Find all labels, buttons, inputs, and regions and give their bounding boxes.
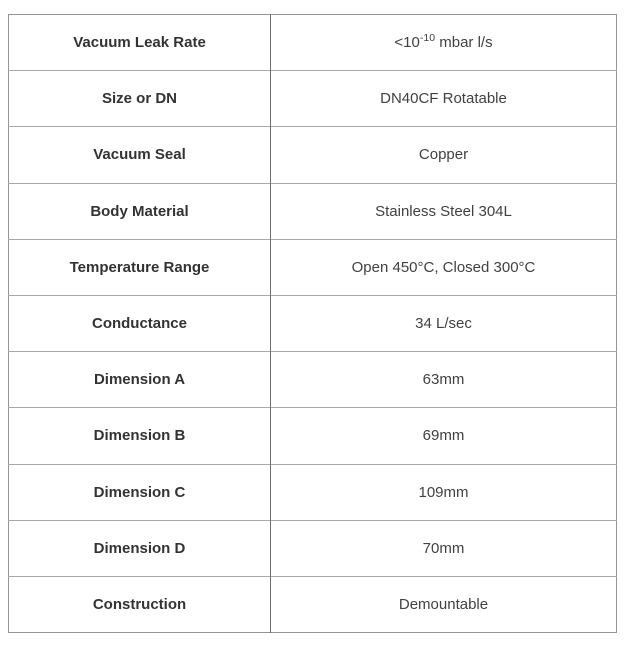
spec-label-dimension-b: Dimension B bbox=[8, 407, 271, 464]
spec-label-size-or-dn: Size or DN bbox=[8, 70, 271, 127]
spec-value-temperature-range: Open 450°C, Closed 300°C bbox=[270, 238, 617, 296]
spec-value-construction: Demountable bbox=[270, 575, 617, 633]
spec-label-construction: Construction bbox=[8, 575, 271, 633]
spec-value-conductance: 34 L/sec bbox=[270, 294, 617, 352]
spec-value-vacuum-leak-rate: <10-10 mbar l/s bbox=[270, 14, 617, 71]
spec-value-size-or-dn: DN40CF Rotatable bbox=[270, 70, 617, 127]
spec-value-dimension-d: 70mm bbox=[270, 519, 617, 577]
spec-value-dimension-a: 63mm bbox=[270, 351, 617, 408]
value-exponent: -10 bbox=[419, 32, 436, 45]
table-row: Vacuum Leak Rate <10-10 mbar l/s bbox=[8, 14, 617, 71]
spec-label-vacuum-seal: Vacuum Seal bbox=[8, 126, 271, 184]
spec-value-vacuum-seal: Copper bbox=[270, 126, 617, 184]
value-mantissa: <10 bbox=[394, 34, 420, 52]
table-row: Conductance 34 L/sec bbox=[8, 294, 617, 352]
table-row: Vacuum Seal Copper bbox=[8, 126, 617, 184]
spec-label-temperature-range: Temperature Range bbox=[8, 238, 271, 296]
spec-table-container: Vacuum Leak Rate <10-10 mbar l/s Size or… bbox=[8, 14, 617, 634]
spec-value-dimension-c: 109mm bbox=[270, 463, 617, 521]
spec-label-vacuum-leak-rate: Vacuum Leak Rate bbox=[8, 14, 271, 71]
table-row: Temperature Range Open 450°C, Closed 300… bbox=[8, 238, 617, 296]
table-row: Dimension C 109mm bbox=[8, 463, 617, 521]
spec-table: Vacuum Leak Rate <10-10 mbar l/s Size or… bbox=[8, 14, 617, 634]
table-row: Dimension B 69mm bbox=[8, 407, 617, 464]
table-row: Construction Demountable bbox=[8, 575, 617, 633]
table-row: Dimension D 70mm bbox=[8, 519, 617, 577]
table-row: Body Material Stainless Steel 304L bbox=[8, 182, 617, 240]
spec-label-conductance: Conductance bbox=[8, 294, 271, 352]
spec-label-dimension-a: Dimension A bbox=[8, 351, 271, 408]
spec-value-body-material: Stainless Steel 304L bbox=[270, 182, 617, 240]
spec-label-body-material: Body Material bbox=[8, 182, 271, 240]
spec-label-dimension-d: Dimension D bbox=[8, 519, 271, 577]
table-row: Size or DN DN40CF Rotatable bbox=[8, 70, 617, 127]
table-row: Dimension A 63mm bbox=[8, 351, 617, 408]
value-unit: mbar l/s bbox=[439, 34, 493, 52]
spec-label-dimension-c: Dimension C bbox=[8, 463, 271, 521]
spec-value-dimension-b: 69mm bbox=[270, 407, 617, 464]
